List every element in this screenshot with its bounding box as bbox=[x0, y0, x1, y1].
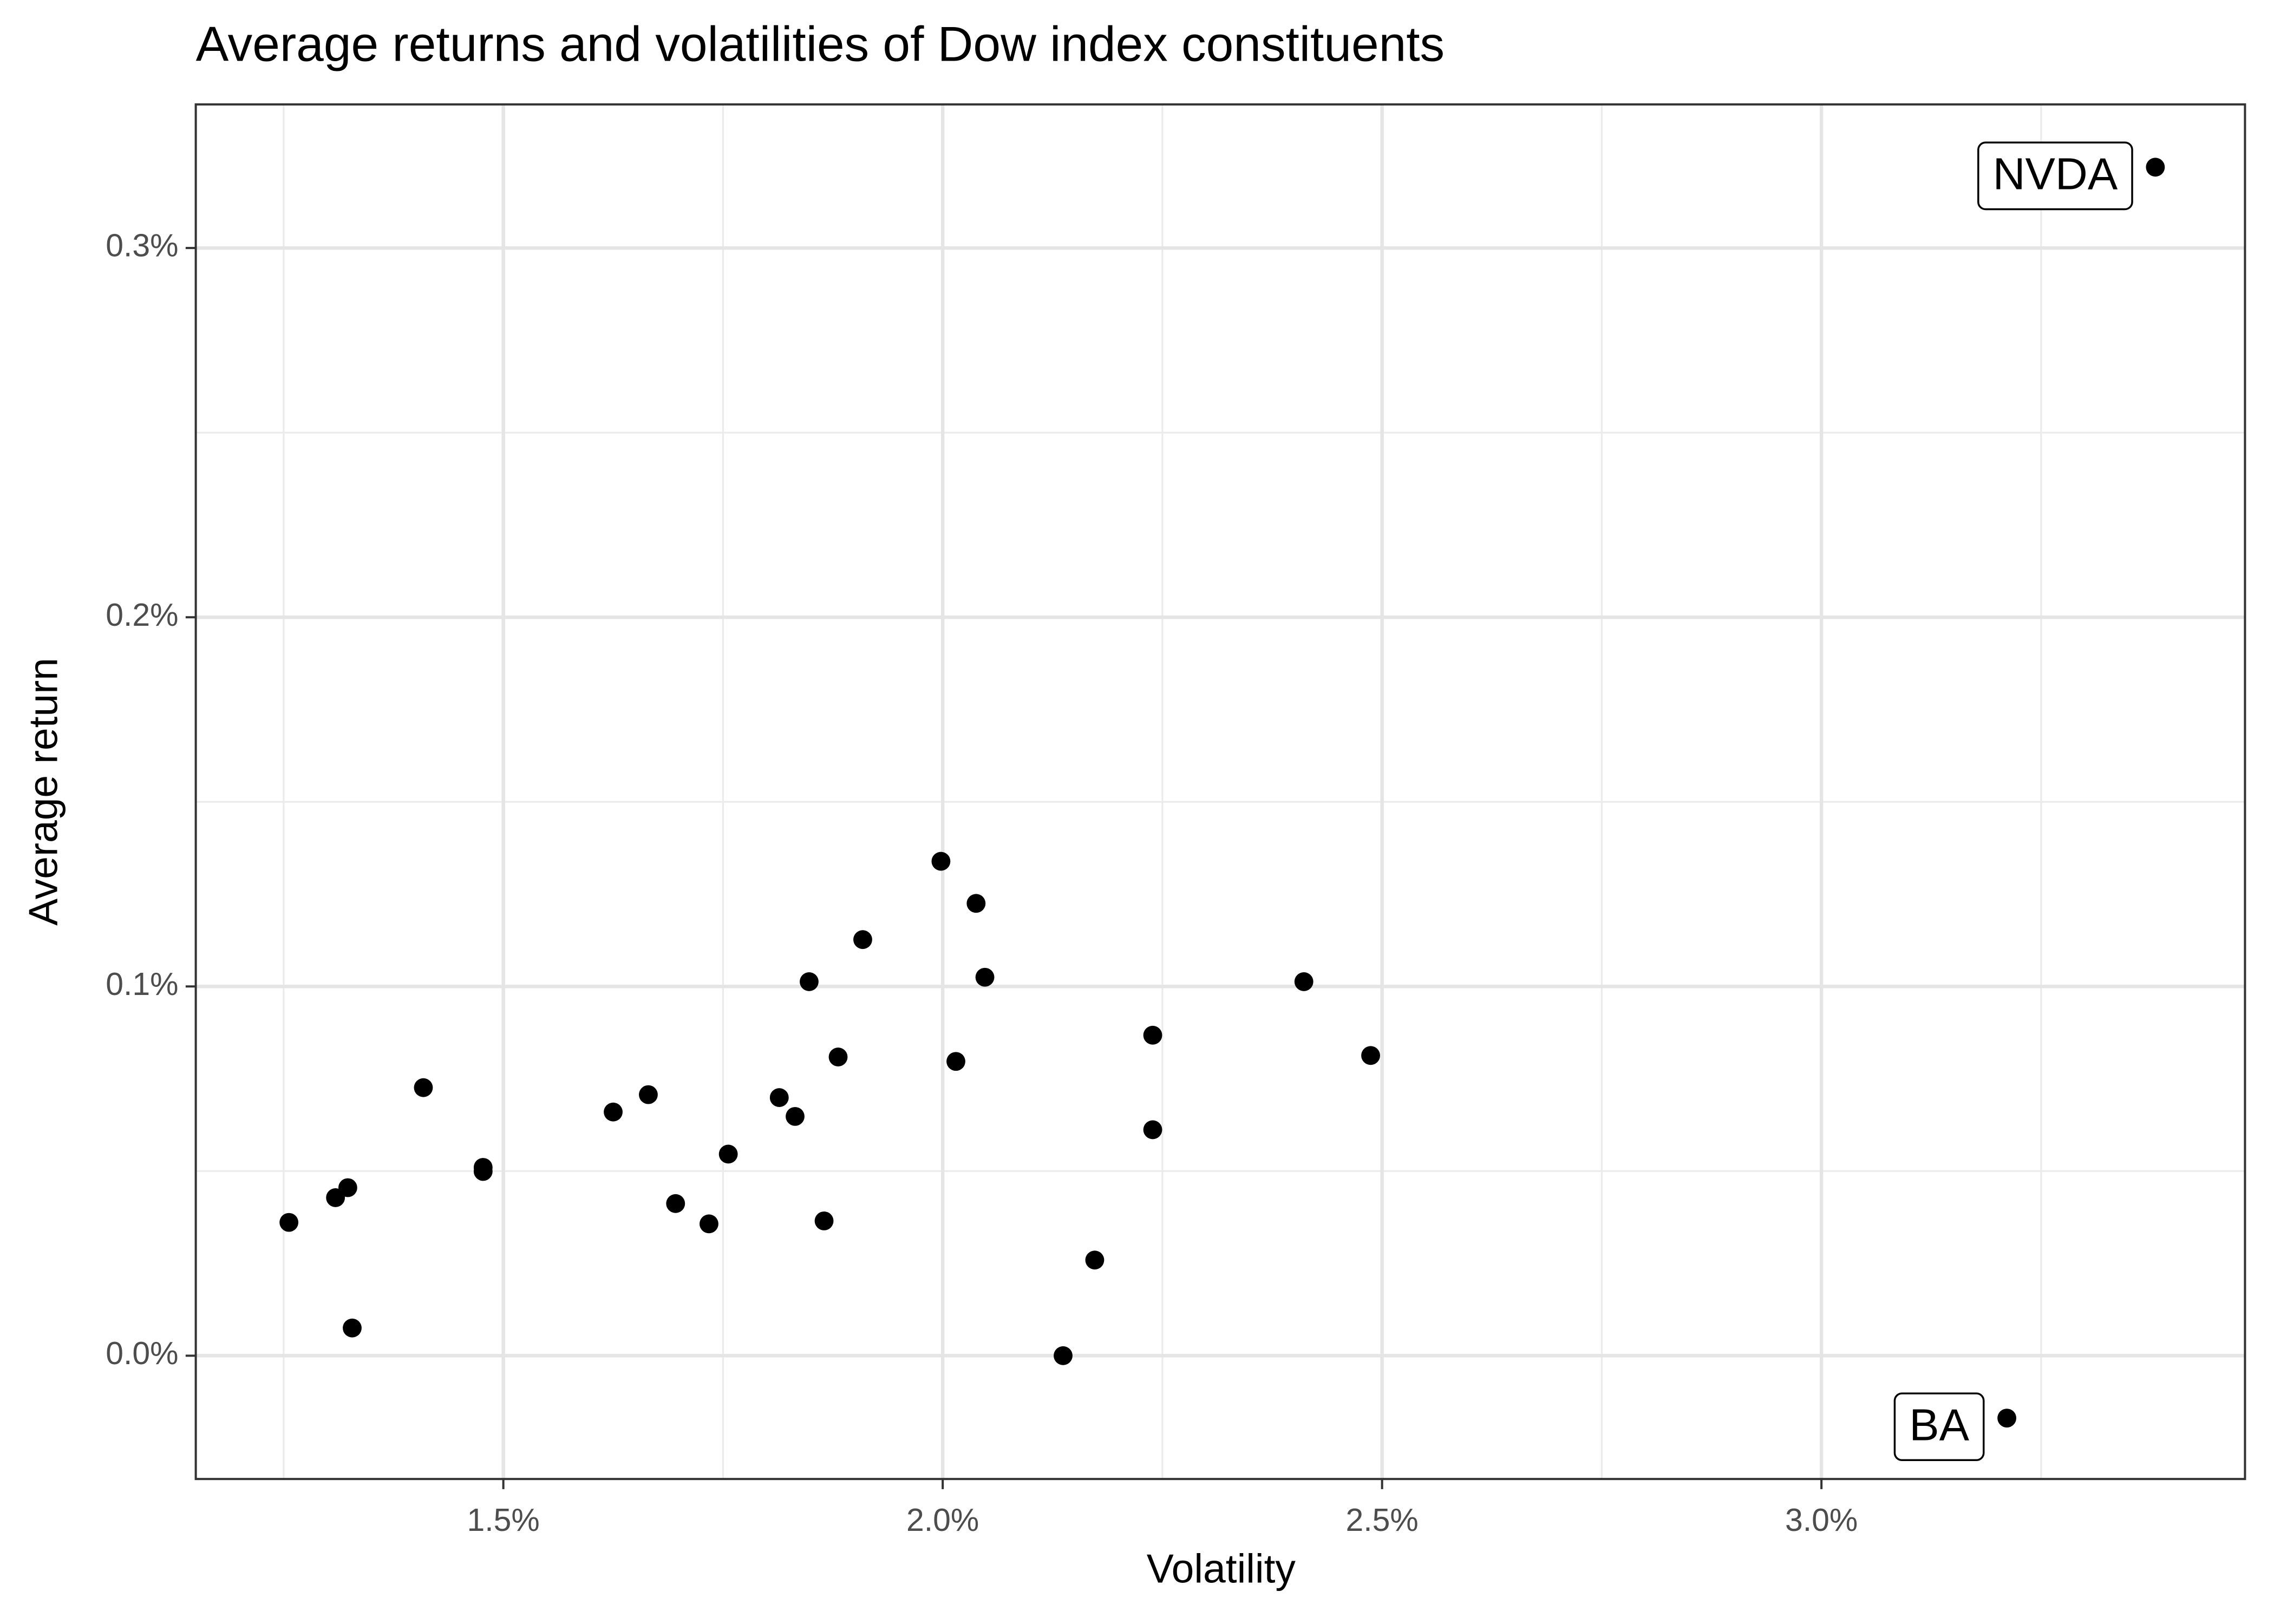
point bbox=[473, 1162, 493, 1181]
point bbox=[718, 1144, 738, 1164]
point bbox=[639, 1085, 658, 1104]
y-axis-label: Average return bbox=[21, 658, 66, 926]
chart-title: Average returns and volatilities of Dow … bbox=[196, 17, 1445, 71]
point bbox=[786, 1106, 805, 1126]
x-tick-label: 3.0% bbox=[1785, 1503, 1858, 1538]
point bbox=[769, 1088, 789, 1107]
point bbox=[800, 972, 819, 991]
x-tick-label: 1.5% bbox=[467, 1503, 540, 1538]
point bbox=[1143, 1120, 1162, 1140]
point bbox=[343, 1318, 362, 1338]
y-tick-label: 0.3% bbox=[106, 228, 178, 264]
point bbox=[828, 1047, 848, 1066]
point-label: BA bbox=[1893, 1392, 1985, 1462]
x-tick-label: 2.0% bbox=[906, 1503, 979, 1538]
point bbox=[931, 852, 951, 871]
y-tick-label: 0.0% bbox=[106, 1336, 178, 1371]
point-label-box bbox=[1977, 141, 2133, 211]
y-tick-label: 0.1% bbox=[106, 967, 178, 1002]
point bbox=[414, 1078, 433, 1097]
point bbox=[814, 1211, 834, 1230]
x-axis-label: Volatility bbox=[1147, 1546, 1296, 1591]
point bbox=[853, 930, 872, 949]
point bbox=[604, 1102, 623, 1122]
point bbox=[338, 1178, 357, 1197]
x-tick-label: 2.5% bbox=[1346, 1503, 1419, 1538]
point bbox=[700, 1214, 718, 1234]
y-tick-label: 0.2% bbox=[106, 598, 178, 633]
point bbox=[1143, 1025, 1162, 1045]
point bbox=[1294, 972, 1314, 991]
point bbox=[946, 1052, 965, 1071]
point bbox=[2146, 158, 2165, 177]
point bbox=[666, 1194, 685, 1213]
point bbox=[1054, 1346, 1073, 1365]
point-label-box bbox=[1893, 1392, 1985, 1462]
plot-border bbox=[194, 103, 2246, 1481]
point bbox=[1361, 1046, 1380, 1065]
point bbox=[1997, 1409, 2017, 1428]
point-label-text: BA bbox=[1909, 1399, 1969, 1450]
point-label-text: NVDA bbox=[1993, 148, 2118, 199]
point bbox=[279, 1213, 299, 1232]
point bbox=[966, 894, 986, 913]
point bbox=[975, 967, 995, 987]
point bbox=[1085, 1250, 1105, 1270]
point-label: NVDA bbox=[1977, 141, 2133, 211]
